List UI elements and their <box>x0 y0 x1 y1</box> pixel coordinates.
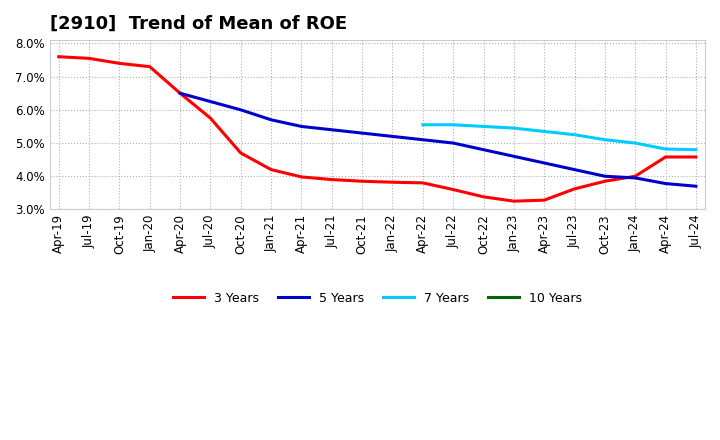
7 Years <box>418 122 427 128</box>
5 Years <box>358 130 366 136</box>
3 Years <box>540 198 549 203</box>
5 Years <box>328 127 336 132</box>
Text: [2910]  Trend of Mean of ROE: [2910] Trend of Mean of ROE <box>50 15 347 33</box>
3 Years <box>600 179 609 184</box>
Line: 3 Years: 3 Years <box>59 57 696 201</box>
3 Years <box>358 179 366 184</box>
7 Years <box>661 147 670 152</box>
3 Years <box>418 180 427 186</box>
5 Years <box>661 181 670 186</box>
3 Years <box>236 150 245 156</box>
3 Years <box>328 177 336 182</box>
5 Years <box>540 160 549 165</box>
5 Years <box>631 175 639 180</box>
3 Years <box>388 180 397 185</box>
5 Years <box>692 183 701 189</box>
3 Years <box>176 91 184 96</box>
5 Years <box>388 134 397 139</box>
5 Years <box>510 154 518 159</box>
3 Years <box>480 194 488 199</box>
7 Years <box>692 147 701 152</box>
7 Years <box>449 122 457 128</box>
3 Years <box>297 174 306 180</box>
3 Years <box>570 186 579 191</box>
5 Years <box>600 174 609 179</box>
5 Years <box>267 117 276 122</box>
Line: 7 Years: 7 Years <box>423 125 696 150</box>
5 Years <box>570 167 579 172</box>
5 Years <box>176 91 184 96</box>
7 Years <box>631 140 639 146</box>
3 Years <box>510 198 518 204</box>
3 Years <box>85 56 94 61</box>
7 Years <box>600 137 609 143</box>
5 Years <box>206 99 215 104</box>
5 Years <box>480 147 488 152</box>
5 Years <box>418 137 427 143</box>
5 Years <box>297 124 306 129</box>
Line: 5 Years: 5 Years <box>180 93 696 186</box>
5 Years <box>449 140 457 146</box>
5 Years <box>236 107 245 113</box>
3 Years <box>145 64 154 70</box>
3 Years <box>206 116 215 121</box>
3 Years <box>267 167 276 172</box>
3 Years <box>661 154 670 160</box>
7 Years <box>570 132 579 137</box>
3 Years <box>115 61 124 66</box>
3 Years <box>55 54 63 59</box>
7 Years <box>540 129 549 134</box>
3 Years <box>631 174 639 179</box>
3 Years <box>449 187 457 192</box>
3 Years <box>692 154 701 160</box>
7 Years <box>510 125 518 131</box>
7 Years <box>480 124 488 129</box>
Legend: 3 Years, 5 Years, 7 Years, 10 Years: 3 Years, 5 Years, 7 Years, 10 Years <box>168 287 587 310</box>
